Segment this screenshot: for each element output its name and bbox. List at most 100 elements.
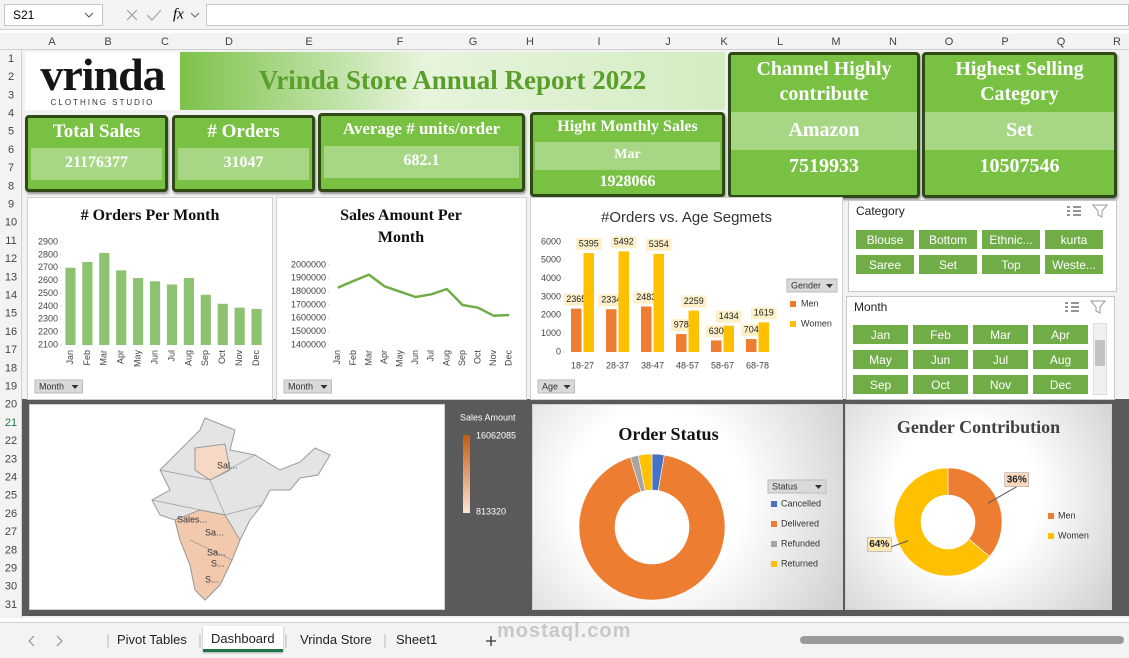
data-label-bg	[1004, 472, 1030, 487]
formula-icons: fx	[84, 6, 200, 22]
slicer-item[interactable]: Bottom	[918, 229, 978, 250]
next-sheet[interactable]	[56, 635, 63, 647]
row-header: 20	[5, 399, 17, 411]
chart-panel	[276, 197, 527, 400]
label-leader	[987, 486, 1018, 504]
field-button[interactable]	[767, 479, 827, 494]
slicer-item[interactable]: Jun	[912, 349, 969, 370]
slicer-item[interactable]: Weste...	[1044, 254, 1104, 275]
data-label: 36%	[1007, 474, 1027, 485]
slicer-item[interactable]: Ethnic...	[981, 229, 1041, 250]
field-button-label: Status	[772, 481, 798, 491]
enter-icon	[146, 9, 162, 21]
slicer-item[interactable]: Saree	[855, 254, 915, 275]
chart-title-text: Sales Amount Per Month	[340, 207, 462, 246]
data-label-bg	[706, 325, 727, 338]
map-label: Sales...	[177, 514, 207, 524]
x-tick-label: Mar	[99, 350, 109, 366]
slicer-item[interactable]: Jul	[972, 349, 1029, 370]
data-label-bg	[680, 295, 707, 308]
field-button[interactable]	[34, 379, 83, 394]
slicer-icons	[1065, 300, 1107, 314]
slicer-item[interactable]: Jan	[852, 324, 909, 345]
slicer-item[interactable]: Aug	[1032, 349, 1089, 370]
row-header: 28	[5, 544, 17, 556]
bar	[65, 267, 76, 345]
chart: 2100 2200 2300 2400 2500 2600 2700 2800 2900 Jan F…	[34, 236, 262, 394]
field-button-arrow	[71, 385, 79, 389]
bar	[676, 334, 687, 352]
data-label-bg	[750, 307, 777, 320]
row-header: 9	[8, 199, 14, 211]
state-region	[194, 443, 231, 481]
logo-tagline: CLOTHING STUDIO	[50, 98, 155, 107]
slicer-item[interactable]: Mar	[972, 324, 1029, 345]
sheet-tab[interactable]: Sheet1	[396, 632, 438, 647]
data-label-bg	[575, 238, 602, 251]
y-tick-label: 2400	[38, 301, 58, 311]
chart-title: #Orders vs. Age Segmets	[530, 197, 843, 257]
field-button[interactable]	[537, 379, 575, 394]
y-tick-label: 1400000	[291, 339, 326, 349]
highlight-value: 10507546	[979, 155, 1060, 177]
prev-sheet[interactable]	[28, 635, 35, 647]
add-sheet[interactable]	[486, 636, 496, 646]
slicer-item[interactable]: Nov	[972, 374, 1029, 395]
row-header: 31	[5, 599, 17, 611]
state-lines	[151, 454, 263, 561]
field-button-label: Age	[542, 381, 558, 391]
y-tick-label: 1000	[541, 328, 561, 338]
slicer-item[interactable]: Sep	[852, 374, 909, 395]
slicer-item[interactable]: Set	[918, 254, 978, 275]
clear-filter-icon[interactable]	[1091, 204, 1109, 218]
clear-filter-icon[interactable]	[1089, 300, 1107, 314]
row-header: 21	[5, 417, 17, 429]
field-button[interactable]	[283, 379, 332, 394]
column-header: P	[1001, 36, 1008, 48]
slicer-item[interactable]: Apr	[1032, 324, 1089, 345]
row-header: 7	[8, 162, 14, 174]
legend-label: Men	[1058, 510, 1076, 520]
row-header: 8	[8, 180, 14, 192]
row-header: 19	[5, 381, 17, 393]
formula-input[interactable]	[206, 4, 1129, 26]
sheet-tab[interactable]: Pivot Tables	[117, 632, 187, 647]
highlight-name: Set	[925, 112, 1114, 150]
multi-select-icon[interactable]	[1067, 206, 1081, 216]
chart-title: # Orders Per Month	[27, 197, 273, 257]
slicer-item[interactable]: Feb	[912, 324, 969, 345]
row-header: 29	[5, 563, 17, 575]
bar	[711, 340, 722, 352]
column-header: H	[526, 36, 534, 48]
name-box[interactable]: S21	[4, 4, 103, 26]
field-button-label: Month	[288, 381, 313, 391]
kpi-label: Average # units/order	[342, 119, 501, 138]
sheet-tab[interactable]: Vrinda Store	[300, 632, 372, 647]
slicer-item[interactable]: Oct	[912, 374, 969, 395]
slicer-item[interactable]: Top	[981, 254, 1041, 275]
slicer-item[interactable]: Blouse	[855, 229, 915, 250]
highlight-card: Highest Selling Category Set 10507546	[922, 52, 1117, 198]
legend-label: Cancelled	[781, 498, 821, 508]
sheet-tab[interactable]: Dashboard	[203, 626, 283, 652]
bar	[149, 281, 161, 345]
data-label: 2365	[566, 294, 586, 304]
horizontal-scrollbar[interactable]	[800, 636, 1124, 644]
field-button[interactable]	[786, 278, 838, 293]
legend-swatch	[1048, 513, 1054, 519]
bar	[133, 278, 144, 345]
row-header-bar	[0, 50, 22, 618]
row-header: 17	[5, 344, 17, 356]
slicer-scroll-thumb[interactable]	[1095, 340, 1105, 366]
highlight-value: 7519933	[789, 155, 859, 177]
bar	[653, 253, 664, 352]
x-tick-label: Feb	[82, 350, 92, 366]
slicer-item[interactable]: Dec	[1032, 374, 1089, 395]
slicer-item[interactable]: kurta	[1044, 229, 1104, 250]
bar	[251, 308, 262, 345]
multi-select-icon[interactable]	[1065, 302, 1079, 312]
x-tick-label: Sep	[200, 350, 210, 366]
y-tick-label: 2800	[38, 249, 58, 259]
slicer-item[interactable]: May	[852, 349, 909, 370]
report-title: Vrinda Store Annual Report 2022	[258, 65, 647, 95]
